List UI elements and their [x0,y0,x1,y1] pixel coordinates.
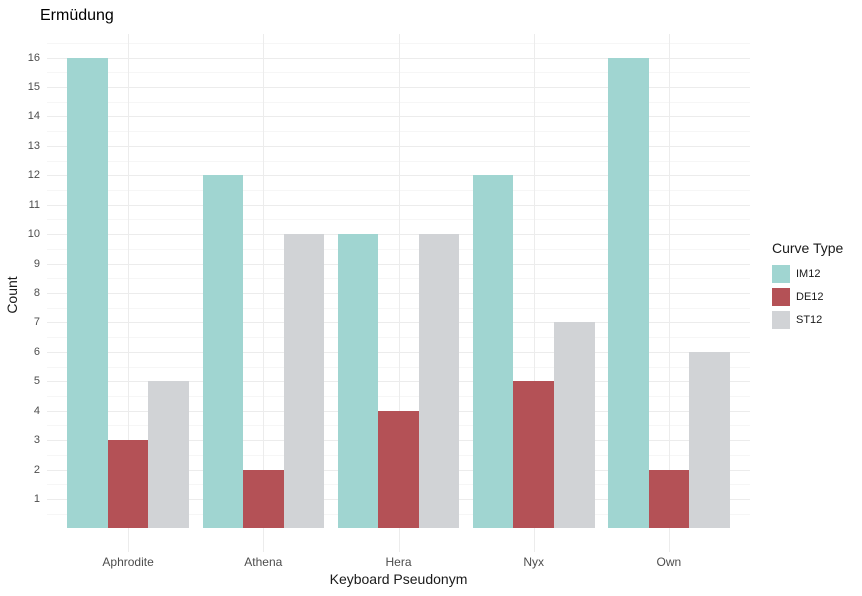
y-tick-label: 10 [27,228,40,241]
bar-st12-own [689,351,730,529]
y-tick-label: 5 [33,375,40,388]
bar-im12-athena [202,175,244,529]
bar-im12-aphrodite [67,57,108,529]
y-tick-label: 3 [33,434,40,447]
bar-de12-nyx [513,381,554,529]
bar-st12-nyx [554,322,595,529]
y-tick-label: 1 [33,493,40,505]
y-tick-label: 9 [33,257,40,270]
legend-label: DE12 [796,291,824,303]
y-tick-label: 6 [33,345,40,358]
vertical-gridline [128,34,130,552]
y-tick-label: 11 [28,198,40,211]
y-tick-label: 12 [27,169,40,182]
bar-de12-athena [243,469,284,529]
legend-label: ST12 [796,314,823,326]
y-tick-label: 15 [27,81,40,93]
y-axis-tick-labels: 1 2 3 4 5 6 7 8 9 10 11 12 13 14 15 16 [0,34,40,552]
legend-item-im12: IM12 [772,265,843,283]
x-axis-tick-labels: Aphrodite Athena Hera Nyx Own [47,552,750,570]
bar-de12-own [648,469,690,529]
x-tick-label: Aphrodite [102,555,154,569]
vertical-gridline [398,34,400,552]
y-tick-label: 8 [33,287,40,299]
x-tick-label: Nyx [523,555,545,569]
bar-im12-own [608,57,649,529]
y-tick-label: 7 [33,316,40,329]
legend-label: IM12 [796,268,821,280]
x-tick-label: Own [656,555,682,569]
y-tick-label: 13 [27,139,40,152]
y-tick-label: 16 [27,51,40,64]
legend-items: IM12 DE12 ST12 [772,265,843,329]
bar-im12-nyx [472,175,514,529]
bar-st12-hera [418,234,460,529]
x-axis-title: Keyboard Pseudonym [329,571,468,587]
vertical-gridline [263,34,265,552]
legend-swatch-im12 [772,265,790,283]
bar-im12-hera [337,234,379,529]
bar-st12-athena [283,234,325,529]
legend-item-st12: ST12 [772,311,843,329]
vertical-gridline [533,34,535,552]
bar-de12-hera [378,410,419,529]
vertical-gridline [668,34,670,552]
x-tick-label: Athena [244,555,283,569]
bar-de12-aphrodite [107,440,149,529]
x-tick-label: Hera [385,555,412,569]
y-tick-label: 4 [33,404,40,417]
y-tick-label: 14 [27,110,40,123]
legend-title: Curve Type [772,240,844,256]
legend-swatch-de12 [772,288,790,306]
y-tick-label: 2 [33,463,40,476]
legend: Curve Type IM12 DE12 ST12 [772,240,843,334]
legend-swatch-st12 [772,311,790,329]
chart-title: Ermüdung [40,7,114,24]
plot-panel [47,34,750,552]
bar-st12-aphrodite [148,381,189,529]
legend-item-de12: DE12 [772,288,843,306]
